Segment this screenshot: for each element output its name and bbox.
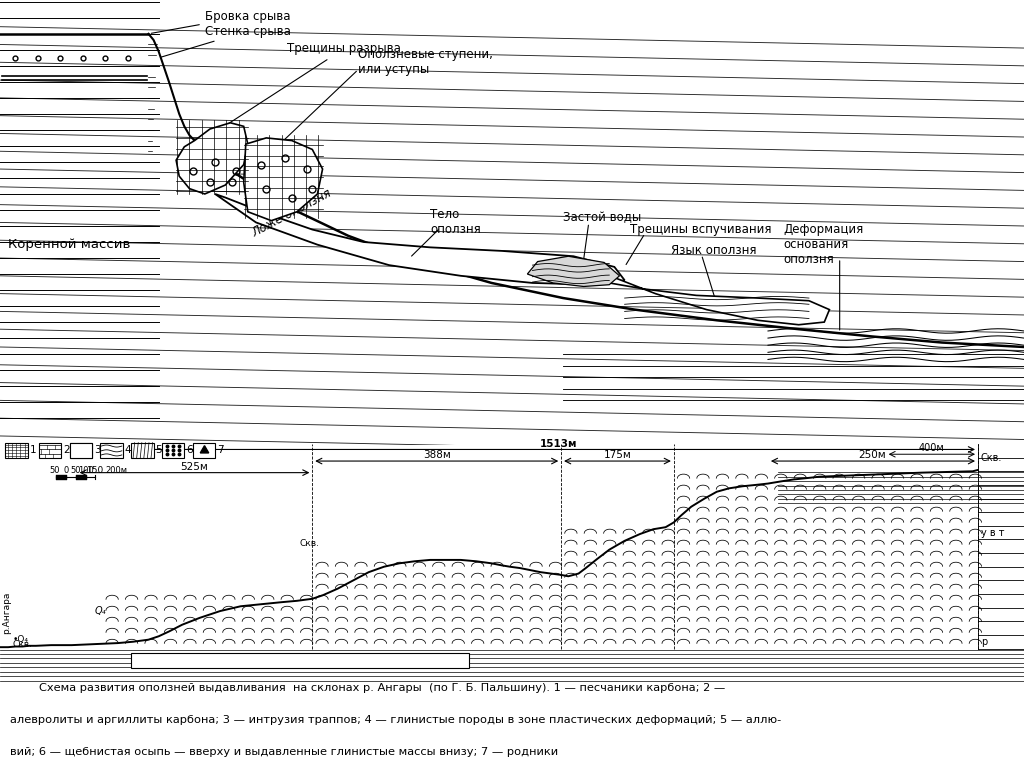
Polygon shape <box>609 278 829 324</box>
Bar <box>70 443 92 458</box>
Text: алевролиты и аргиллиты карбона; 3 — интрузия траппов; 4 — глинистые породы в зон: алевролиты и аргиллиты карбона; 3 — интр… <box>10 715 781 725</box>
Text: 0: 0 <box>63 466 69 476</box>
Text: 175м: 175м <box>603 450 632 460</box>
Text: 3: 3 <box>94 445 100 455</box>
Text: Трещины вспучивания: Трещины вспучивания <box>630 223 771 236</box>
Text: Оползневые ступени,
или уступы: Оползневые ступени, или уступы <box>358 48 494 76</box>
Polygon shape <box>215 194 625 285</box>
Text: 5: 5 <box>156 445 162 455</box>
Text: Скв.: Скв. <box>981 453 1001 463</box>
Text: Q₄: Q₄ <box>94 607 105 617</box>
Text: Застой воды: Застой воды <box>563 212 641 225</box>
Bar <box>100 443 123 458</box>
Text: у в т: у в т <box>981 528 1005 538</box>
Bar <box>193 443 215 458</box>
Text: Бровка срыва: Бровка срыва <box>152 9 290 33</box>
Text: Стенка срыва: Стенка срыва <box>162 25 291 57</box>
Text: 50: 50 <box>71 466 81 476</box>
Text: Деформация
основания
оползня: Деформация основания оползня <box>783 223 863 266</box>
Text: 2: 2 <box>63 445 70 455</box>
Polygon shape <box>527 256 620 287</box>
Text: Ложе оползня: Ложе оползня <box>250 187 334 240</box>
Text: 525м: 525м <box>180 462 209 472</box>
Text: вий; 6 — щебнистая осыпь — вверху и выдавленные глинистые массы внизу; 7 — родни: вий; 6 — щебнистая осыпь — вверху и выда… <box>10 747 558 757</box>
Text: 200м: 200м <box>104 466 127 476</box>
Text: 7: 7 <box>217 445 223 455</box>
Text: 400м: 400м <box>919 443 945 453</box>
Text: 388м: 388м <box>423 450 452 460</box>
Text: 6: 6 <box>186 445 193 455</box>
Bar <box>5 443 28 458</box>
Text: 150: 150 <box>87 466 103 476</box>
Text: 250м: 250м <box>859 450 886 460</box>
Text: Трещины разрыва: Трещины разрыва <box>222 42 400 127</box>
Bar <box>131 653 469 667</box>
Text: Коренной массив: Коренной массив <box>8 239 131 251</box>
Text: 1513м: 1513м <box>540 439 577 449</box>
Bar <box>162 443 184 458</box>
Bar <box>70 443 92 458</box>
Text: 100: 100 <box>78 466 93 476</box>
Bar <box>39 443 61 458</box>
Bar <box>70 443 92 458</box>
Text: Схема развития оползней выдавливания  на склонах р. Ангары  (по Г. Б. Пальшину).: Схема развития оползней выдавливания на … <box>10 683 725 693</box>
Text: Скв.: Скв. <box>299 539 319 548</box>
Text: 1: 1 <box>30 445 36 455</box>
Text: •Q₄: •Q₄ <box>12 635 29 644</box>
Text: Тело
оползня: Тело оползня <box>430 209 481 236</box>
Text: р: р <box>981 637 987 647</box>
Polygon shape <box>244 138 323 221</box>
Polygon shape <box>176 123 248 194</box>
Text: 4: 4 <box>125 445 131 455</box>
Text: 50: 50 <box>49 466 59 476</box>
Text: р.Ангара: р.Ангара <box>2 591 11 634</box>
Bar <box>131 443 154 458</box>
Text: Язык оползня: Язык оползня <box>671 245 756 258</box>
Text: Скв.: Скв. <box>12 640 33 649</box>
